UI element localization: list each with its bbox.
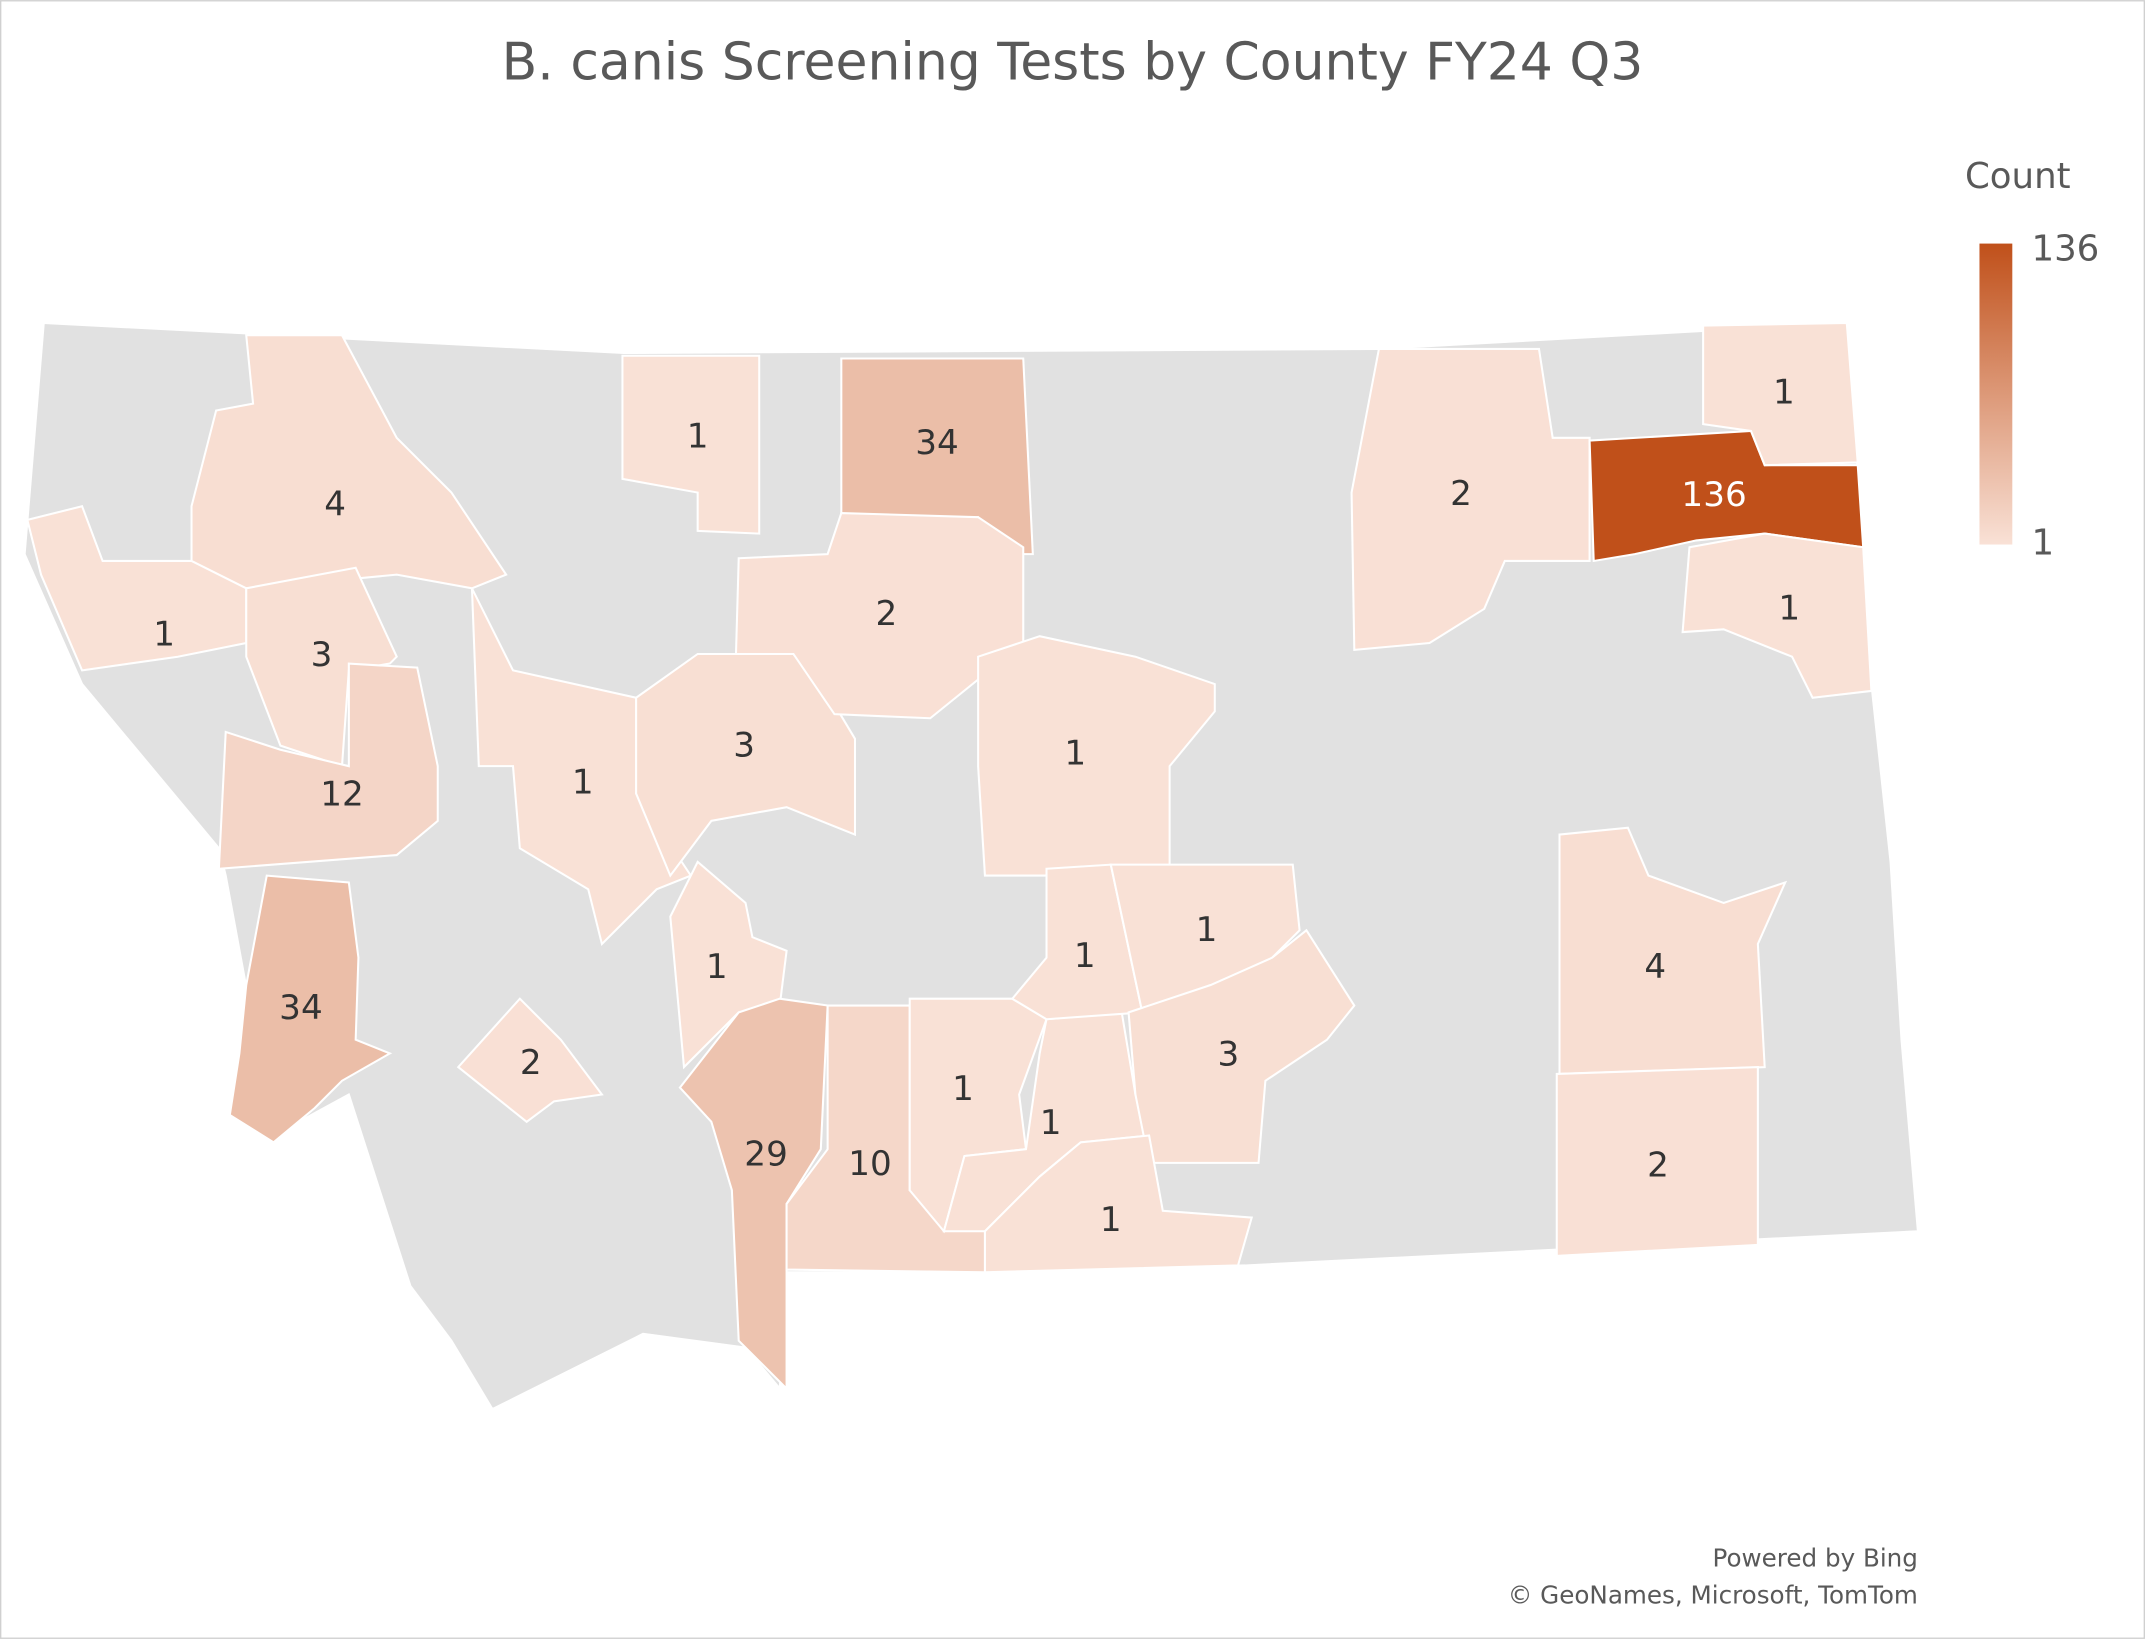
data-label: 4	[324, 485, 346, 525]
data-label: 2	[520, 1043, 542, 1083]
county	[1681, 532, 1873, 699]
data-label: 2	[1450, 474, 1472, 514]
data-label: 3	[1218, 1035, 1240, 1075]
data-label: 34	[279, 988, 323, 1028]
data-label: 2	[1647, 1145, 1669, 1185]
attribution: © GeoNames, Microsoft, TomTom	[1508, 1581, 1918, 1610]
data-label: 12	[320, 775, 364, 815]
data-label: 1	[1074, 936, 1096, 976]
data-label: 1	[1196, 910, 1218, 950]
data-label: 136	[1681, 475, 1746, 515]
map: 1 34 4 1 3 12 1 3 2 2 136 1 1 1 34 2 1 29 10 1 1 1 1 3 1 4 2	[23, 321, 1920, 1411]
data-label: 1	[706, 947, 728, 987]
data-label: 1	[687, 416, 709, 456]
data-label: 3	[311, 635, 333, 675]
data-label: 1	[1773, 373, 1795, 413]
county	[456, 997, 604, 1124]
data-label: 10	[848, 1144, 892, 1184]
color-bar	[1979, 243, 2013, 545]
data-label: 1	[572, 762, 594, 802]
county	[470, 587, 693, 946]
data-label: 1	[1064, 734, 1086, 774]
data-label: 1	[1100, 1200, 1122, 1240]
county	[983, 1134, 1254, 1274]
data-label: 1	[952, 1069, 974, 1109]
data-label: 2	[876, 594, 898, 634]
county	[228, 874, 393, 1144]
attribution: Powered by Bing	[1713, 1544, 1918, 1573]
county	[977, 635, 1216, 877]
data-label: 1	[153, 615, 175, 655]
county	[190, 334, 508, 590]
data-label: 4	[1644, 947, 1666, 987]
data-label: 1	[1778, 589, 1800, 629]
data-label: 3	[733, 725, 755, 765]
county	[621, 354, 761, 535]
county	[1702, 321, 1859, 467]
color-bar-max: 136	[2031, 228, 2099, 269]
county	[1555, 1066, 1759, 1257]
data-label: 1	[1040, 1103, 1062, 1143]
data-label: 34	[915, 423, 959, 463]
county	[217, 662, 439, 870]
legend-title: Count	[1965, 156, 2071, 197]
chart-title: B. canis Screening Tests by County FY24 …	[502, 33, 1644, 93]
county	[669, 860, 788, 1070]
county	[1350, 347, 1591, 651]
color-bar-min: 1	[2031, 523, 2054, 564]
data-label: 29	[744, 1135, 788, 1175]
county	[678, 997, 829, 1392]
